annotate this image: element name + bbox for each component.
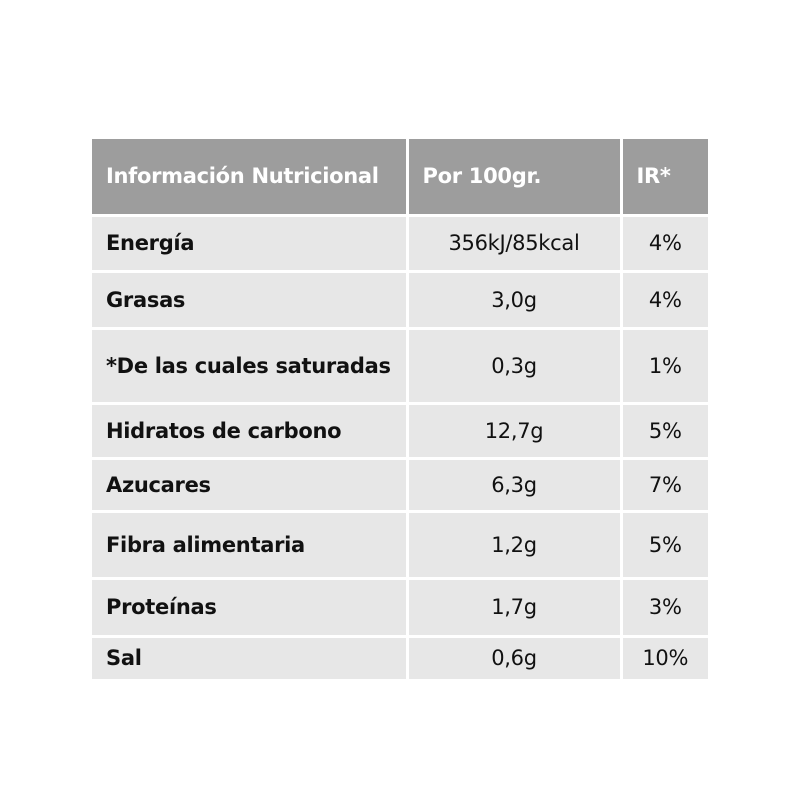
nutrient-name: Hidratos de carbono xyxy=(92,401,409,460)
header-per-100g: Por 100gr. xyxy=(405,139,623,217)
table-row: Fibra alimentaria 1,2g 5% xyxy=(92,509,708,580)
nutrient-value: 1,7g xyxy=(405,576,623,638)
nutrient-value: 0,6g xyxy=(405,634,623,679)
table-row: Sal 0,6g 10% xyxy=(92,634,708,679)
nutrient-name: Proteínas xyxy=(92,576,409,638)
nutrient-ir: 4% xyxy=(619,269,708,330)
nutrient-value: 0,3g xyxy=(405,326,623,405)
nutrient-value: 1,2g xyxy=(405,509,623,580)
nutrient-name: Sal xyxy=(92,634,409,679)
nutrient-value: 6,3g xyxy=(405,456,623,513)
nutrient-value: 356kJ/85kcal xyxy=(405,213,623,273)
nutrient-ir: 5% xyxy=(619,509,708,580)
nutrient-name: Fibra alimentaria xyxy=(92,509,409,580)
nutrient-value: 3,0g xyxy=(405,269,623,330)
nutrient-ir: 5% xyxy=(619,401,708,460)
header-nutrition-info: Información Nutricional xyxy=(92,139,409,217)
nutrition-table: Información Nutricional Por 100gr. IR* E… xyxy=(92,139,708,679)
nutrient-ir: 4% xyxy=(619,213,708,273)
table-header-row: Información Nutricional Por 100gr. IR* xyxy=(92,139,708,217)
nutrient-ir: 1% xyxy=(619,326,708,405)
header-ir: IR* xyxy=(619,139,708,217)
nutrient-name: *De las cuales saturadas xyxy=(92,326,409,405)
table-row: Proteínas 1,7g 3% xyxy=(92,576,708,638)
nutrient-value: 12,7g xyxy=(405,401,623,460)
nutrient-name: Grasas xyxy=(92,269,409,330)
table-row: Hidratos de carbono 12,7g 5% xyxy=(92,401,708,460)
nutrient-ir: 7% xyxy=(619,456,708,513)
nutrient-ir: 10% xyxy=(619,634,708,679)
nutrient-name: Energía xyxy=(92,213,409,273)
table-row: Grasas 3,0g 4% xyxy=(92,269,708,330)
nutrient-ir: 3% xyxy=(619,576,708,638)
table-row: *De las cuales saturadas 0,3g 1% xyxy=(92,326,708,405)
table-row: Azucares 6,3g 7% xyxy=(92,456,708,513)
nutrient-name: Azucares xyxy=(92,456,409,513)
table-row: Energía 356kJ/85kcal 4% xyxy=(92,213,708,273)
